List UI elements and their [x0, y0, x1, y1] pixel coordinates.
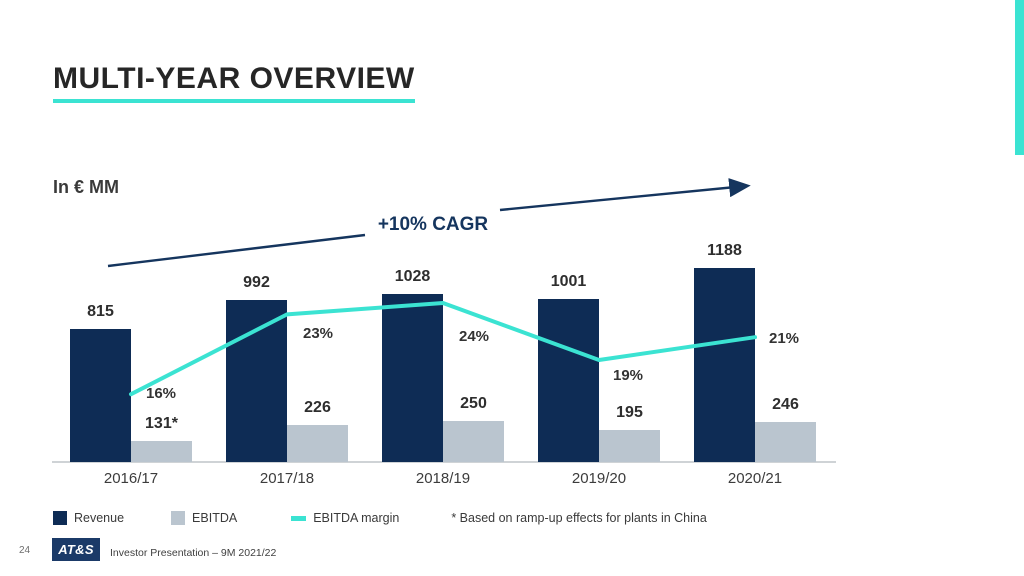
- ebitda-value-label: 246: [772, 396, 799, 413]
- legend-margin-label: EBITDA margin: [313, 511, 400, 525]
- ebitda-bar: [287, 425, 348, 462]
- ebitda-swatch-icon: [171, 511, 186, 525]
- legend-item-revenue: Revenue: [53, 511, 124, 525]
- revenue-bar: [538, 299, 599, 462]
- page-number: 24: [19, 545, 31, 556]
- category-label: 2018/19: [415, 470, 471, 487]
- x-axis-line: [52, 461, 836, 463]
- footnote: * Based on ramp-up effects for plants in…: [451, 511, 707, 525]
- category-label: 2016/17: [103, 470, 159, 487]
- margin-pct-label: 16%: [146, 385, 177, 403]
- revenue-bar: [694, 268, 755, 462]
- category-label: 2019/20: [571, 470, 627, 487]
- cagr-label: +10% CAGR: [377, 214, 489, 235]
- revenue-value-label: 1188: [707, 242, 742, 259]
- ebitda-bar: [131, 441, 192, 462]
- ebitda-value-label: 195: [616, 404, 643, 421]
- ebitda-bar: [755, 422, 816, 462]
- ebitda-value-label: 226: [304, 399, 331, 416]
- revenue-value-label: 992: [243, 274, 270, 291]
- units-label: In € MM: [53, 177, 119, 197]
- revenue-value-label: 815: [87, 303, 114, 320]
- margin-pct-label: 23%: [303, 325, 334, 343]
- margin-swatch-icon: [291, 515, 307, 521]
- revenue-swatch-icon: [53, 511, 67, 525]
- page-title: MULTI-YEAR OVERVIEW: [53, 62, 415, 103]
- legend-revenue-label: Revenue: [74, 511, 125, 525]
- ebitda-bar: [443, 421, 504, 462]
- revenue-value-label: 1028: [394, 268, 431, 285]
- revenue-bar: [226, 300, 287, 462]
- revenue-bar: [382, 294, 443, 462]
- legend-ebitda-label: EBITDA: [192, 511, 238, 525]
- legend-item-ebitda: EBITDA: [171, 511, 237, 525]
- revenue-bar: [70, 329, 131, 462]
- ebitda-bar: [599, 430, 660, 462]
- footer-presentation-title: Investor Presentation – 9M 2021/22: [110, 547, 277, 559]
- slide-accent-stripe: [1015, 0, 1024, 155]
- chart-legend: Revenue EBITDA EBITDA margin * Based on …: [53, 511, 707, 525]
- legend-item-margin: EBITDA margin: [291, 511, 399, 525]
- ebitda-value-label: 131*: [145, 415, 178, 432]
- revenue-value-label: 1001: [550, 273, 587, 290]
- margin-pct-label: 24%: [459, 328, 490, 345]
- category-label: 2017/18: [259, 470, 315, 487]
- margin-pct-label: 21%: [769, 330, 800, 348]
- margin-pct-label: 19%: [613, 367, 644, 384]
- ebitda-value-label: 250: [460, 395, 487, 412]
- category-label: 2020/21: [727, 470, 783, 487]
- ats-logo: AT&S: [52, 538, 100, 561]
